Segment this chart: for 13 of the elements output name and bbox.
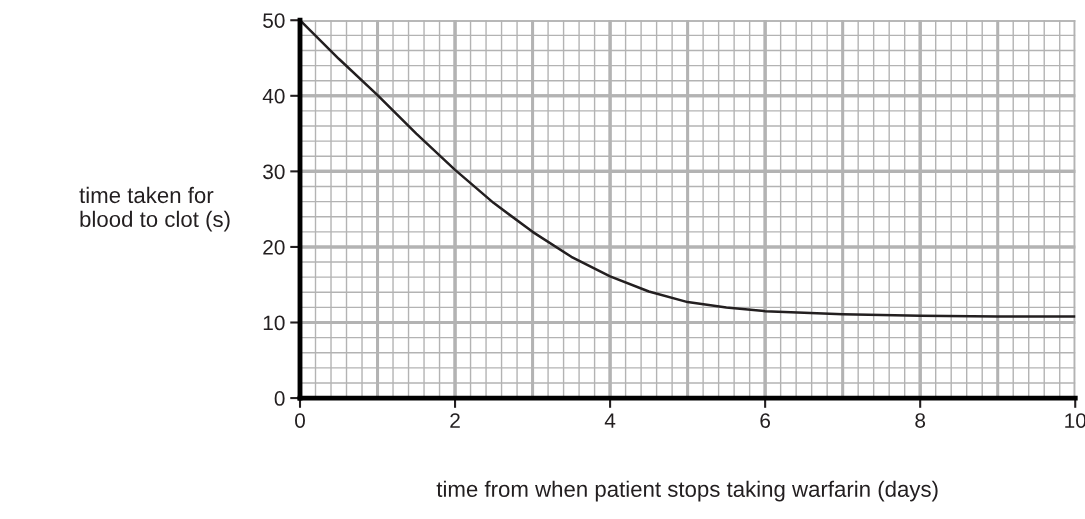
x-tick-label: 8: [915, 413, 926, 428]
y-axis-title: time taken for blood to clot (s): [79, 186, 230, 232]
y-tick-label: 20: [263, 239, 285, 255]
x-axis-title: time from when patient stops taking warfarin (days): [436, 480, 938, 502]
y-tick-label: 10: [263, 315, 285, 331]
x-tick-label: 0: [295, 413, 305, 428]
y-tick-label: 30: [263, 164, 285, 180]
x-tick-label: 4: [604, 413, 616, 428]
x-tick-label: 2: [450, 413, 460, 428]
y-tick-label: 50: [263, 13, 285, 28]
y-tick-label: 40: [262, 88, 285, 104]
x-tick-label: 6: [760, 413, 771, 428]
y-tick-label: 0: [274, 391, 285, 406]
